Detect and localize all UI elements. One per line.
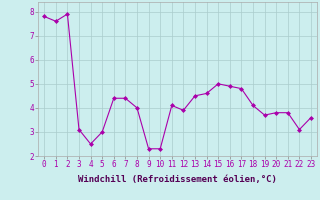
X-axis label: Windchill (Refroidissement éolien,°C): Windchill (Refroidissement éolien,°C) <box>78 175 277 184</box>
